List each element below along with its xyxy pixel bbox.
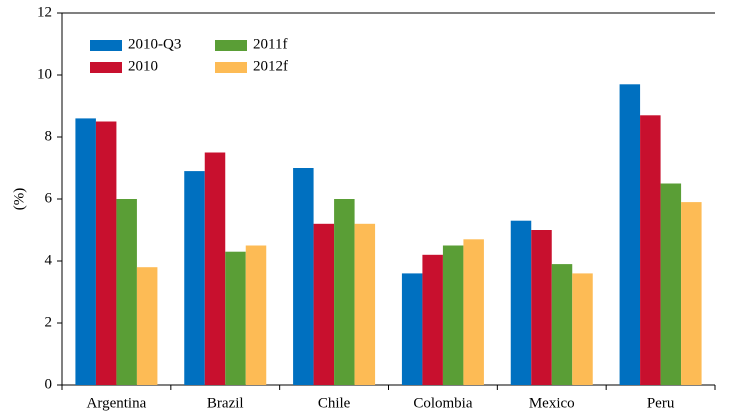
bar bbox=[136, 267, 158, 385]
bar bbox=[660, 183, 682, 385]
bar bbox=[204, 152, 226, 385]
x-tick-label: Argentina bbox=[87, 395, 147, 411]
x-tick-label: Brazil bbox=[207, 395, 244, 411]
x-tick-label: Chile bbox=[318, 395, 351, 411]
legend-swatch bbox=[90, 62, 122, 73]
legend-label: 2012f bbox=[253, 58, 288, 74]
bar bbox=[422, 254, 443, 385]
bar bbox=[116, 199, 137, 385]
legend-label: 2010-Q3 bbox=[128, 36, 181, 52]
x-tick-label: Peru bbox=[647, 395, 675, 411]
x-tick-label: Colombia bbox=[413, 395, 473, 411]
bar bbox=[354, 223, 376, 385]
bar bbox=[95, 121, 117, 385]
legend-label: 2010 bbox=[128, 58, 158, 74]
legend-swatch bbox=[215, 62, 247, 73]
bar bbox=[510, 220, 532, 385]
y-tick-label: 12 bbox=[37, 4, 52, 20]
legend-swatch bbox=[215, 40, 247, 51]
bar bbox=[225, 251, 246, 385]
x-tick-label: Mexico bbox=[529, 395, 575, 411]
y-tick-label: 2 bbox=[45, 314, 53, 330]
y-tick-label: 8 bbox=[45, 128, 53, 144]
legend-label: 2011f bbox=[253, 36, 287, 52]
bar bbox=[463, 239, 484, 385]
bar bbox=[401, 273, 423, 385]
bar bbox=[75, 118, 96, 386]
y-tick-label: 10 bbox=[37, 66, 52, 82]
y-tick-label: 4 bbox=[45, 252, 53, 268]
legend-swatch bbox=[90, 40, 122, 51]
y-axis-label: (%) bbox=[11, 188, 27, 211]
bar bbox=[531, 230, 552, 385]
bar bbox=[619, 84, 641, 386]
bar bbox=[313, 223, 335, 385]
bar bbox=[334, 199, 355, 385]
y-tick-label: 0 bbox=[45, 376, 53, 392]
bar bbox=[245, 245, 267, 385]
bar bbox=[681, 202, 702, 385]
bar bbox=[572, 273, 593, 385]
bar bbox=[551, 264, 573, 385]
y-tick-label: 6 bbox=[45, 190, 53, 206]
bar bbox=[293, 168, 314, 385]
bar bbox=[184, 171, 205, 385]
bar bbox=[442, 245, 464, 385]
bar bbox=[640, 115, 661, 386]
